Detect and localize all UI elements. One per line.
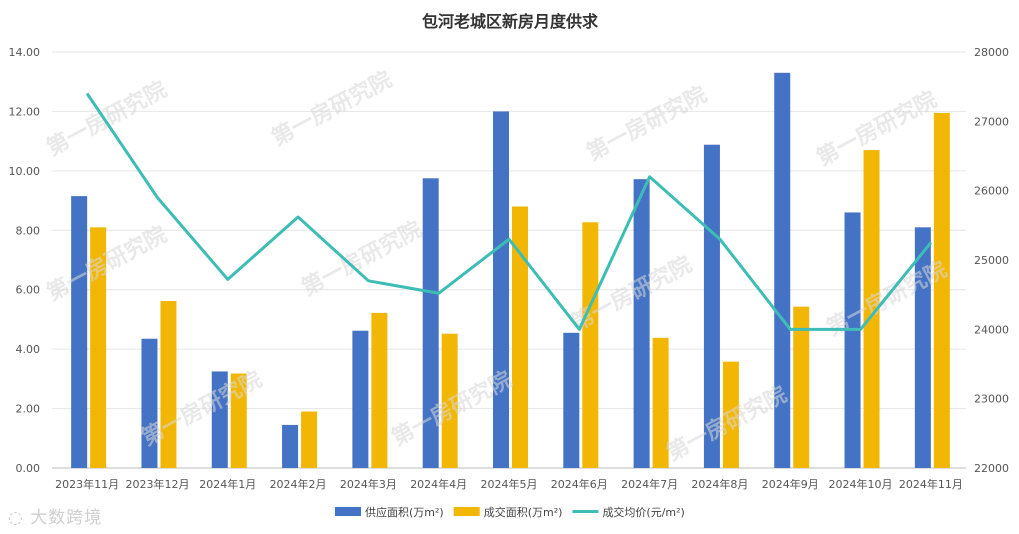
bar [282,424,299,468]
bar [141,338,158,468]
price-point [860,328,862,330]
brand-logo: ◌ 大数跨境 [8,508,103,528]
bar [722,361,739,468]
x-tick-label: 2024年5月 [481,477,538,491]
price-point [86,93,88,95]
legend-label: 供应面积(万m²) [365,505,444,519]
bar [90,227,107,468]
watermark-text: 第一房研究院 [42,221,171,306]
price-point [719,238,721,240]
bar [160,301,177,468]
bar [301,411,318,468]
price-point [930,242,932,244]
bar [933,112,950,469]
watermark-text: 第一房研究院 [267,66,396,151]
price-point [789,328,791,330]
x-tick-label: 2024年8月 [691,477,748,491]
bar [703,144,720,469]
legend-swatch [335,507,361,516]
bar [652,337,669,468]
bar [633,179,650,469]
price-point [367,280,369,282]
legend-label: 成交面积(万m²) [484,505,563,519]
right-tick-label: 24000 [974,323,1009,336]
bar [914,227,931,468]
x-tick-label: 2023年12月 [125,477,189,491]
bar [512,206,528,468]
left-tick-label: 6.00 [16,284,41,297]
x-tick-label: 2024年2月 [270,477,327,491]
bar [71,196,88,468]
price-point [156,197,158,199]
right-tick-label: 23000 [974,393,1009,406]
bar [774,72,791,469]
left-tick-label: 2.00 [16,403,41,416]
price-point [649,176,651,178]
bar [844,212,861,468]
bar [582,222,599,468]
price-line [85,92,933,331]
left-tick-label: 0.00 [16,462,41,475]
right-tick-label: 26000 [974,185,1009,198]
left-tick-label: 12.00 [9,105,41,118]
right-axis: 22000 23000 24000 25000 26000 27000 28000 [974,46,1009,475]
price-point [227,278,229,280]
left-tick-label: 8.00 [16,224,41,237]
right-tick-label: 27000 [974,115,1009,128]
right-tick-label: 22000 [974,462,1009,475]
bar [211,371,228,468]
x-tick-label: 2024年9月 [762,477,819,491]
x-tick-label: 2024年10月 [829,477,893,491]
price-point [438,292,440,294]
bars [71,72,950,469]
left-axis: 0.00 2.00 4.00 6.00 8.00 10.00 12.00 14.00 [9,46,41,475]
x-tick-label: 2024年4月 [410,477,467,491]
brand-text: 大数跨境 [30,508,103,528]
chart-title: 包河老城区新房月度供求 [422,12,599,31]
x-tick-label: 2024年3月 [340,477,397,491]
right-tick-label: 25000 [974,254,1009,267]
x-tick-label: 2024年1月 [199,477,256,491]
legend-label: 成交均价(元/m²) [602,505,684,519]
left-tick-label: 14.00 [9,46,41,59]
bar [493,111,509,468]
price-point [508,238,510,240]
price-point [297,216,299,218]
bar [352,330,369,468]
x-tick-label: 2024年6月 [551,477,608,491]
right-tick-label: 28000 [974,46,1009,59]
bar [793,306,810,468]
left-tick-label: 4.00 [16,343,41,356]
bar [863,150,880,469]
bar [563,332,580,468]
x-axis: 2023年11月 2023年12月 2024年1月 2024年2月 2024年3月 202… [55,477,963,491]
bar [371,312,388,468]
bar [230,373,247,468]
x-tick-label: 2024年7月 [621,477,678,491]
bar [422,178,439,469]
bar [441,333,458,468]
legend-swatch [453,507,480,516]
x-tick-label: 2024年11月 [899,477,963,491]
watermark-text: 第一房研究院 [42,76,171,161]
price-point [578,328,580,330]
watermark-text: 第一房研究院 [582,81,711,166]
left-tick-label: 10.00 [9,165,41,178]
x-tick-label: 2023年11月 [55,477,119,491]
legend: 供应面积(万m²) 成交面积(万m²) 成交均价(元/m²) [335,505,685,519]
